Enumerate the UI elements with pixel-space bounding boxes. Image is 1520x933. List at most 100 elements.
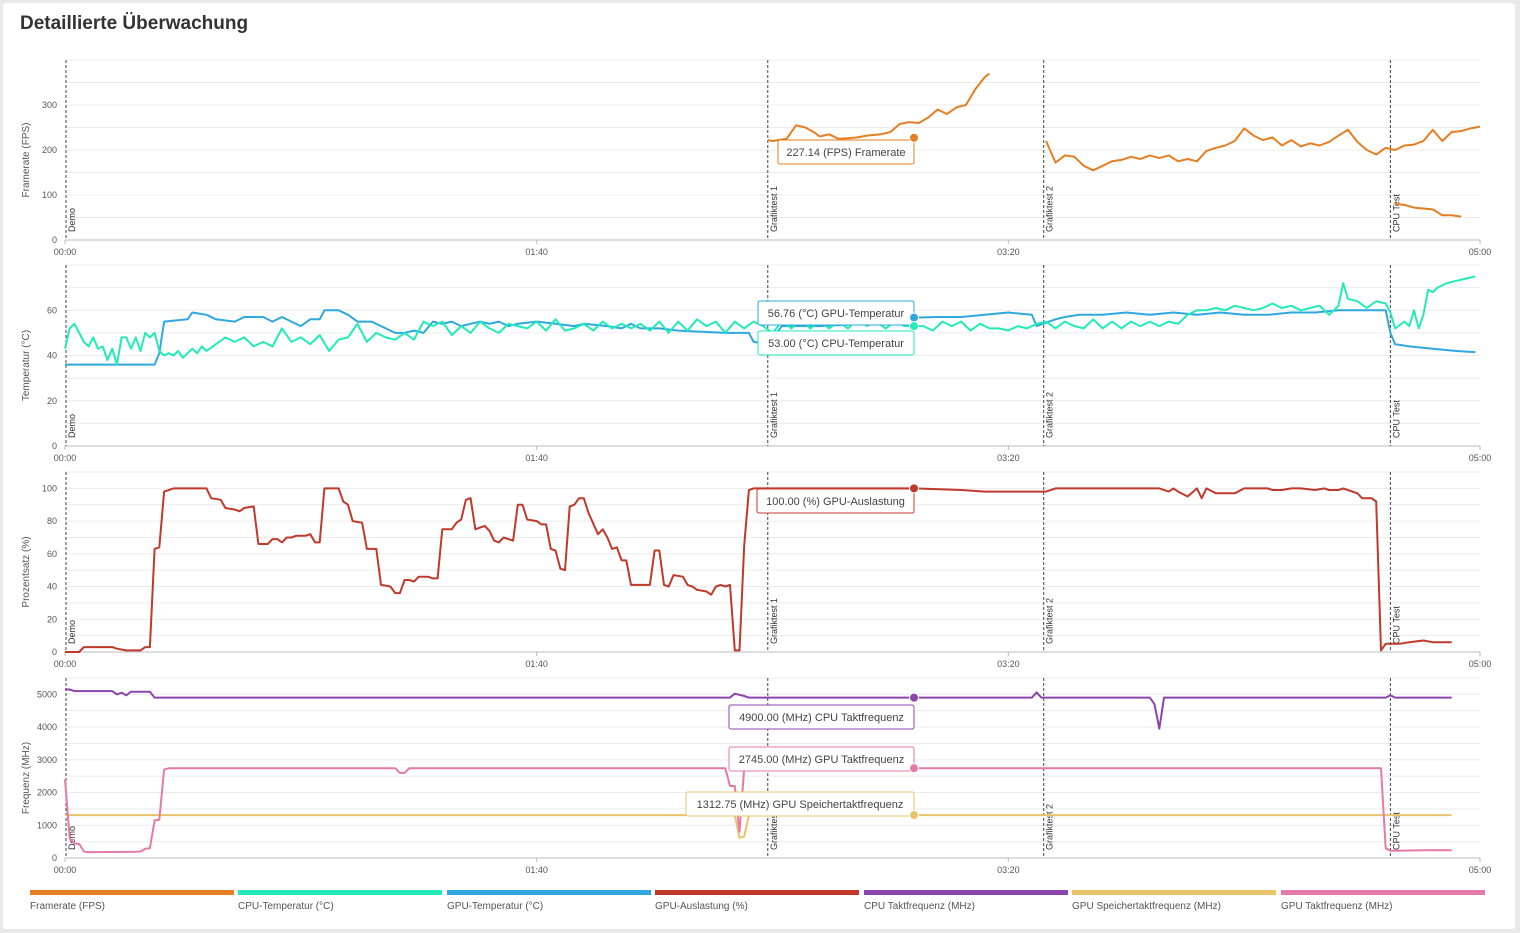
section-marker-label: CPU Test [1391, 400, 1401, 438]
hover-point [909, 312, 919, 323]
y-axis-label: Framerate (FPS) [21, 122, 32, 197]
legend-item-cpu-temperature[interactable]: CPU-Temperatur (°C) [238, 890, 442, 920]
x-tick-label: 03:20 [997, 865, 1020, 875]
section-marker-label: Demo [67, 414, 77, 438]
y-tick-label: 0 [52, 647, 57, 657]
y-tick-label: 5000 [37, 689, 57, 699]
section-marker-label: Grafiktest 1 [769, 186, 779, 232]
y-tick-label: 1000 [37, 820, 57, 830]
y-tick-label: 4000 [37, 722, 57, 732]
x-tick-label: 05:00 [1469, 865, 1492, 875]
y-tick-label: 3000 [37, 755, 57, 765]
tooltip-text: 2745.00 (MHz) GPU Taktfrequenz [739, 754, 904, 766]
series-line [64, 767, 1452, 854]
y-tick-label: 40 [47, 351, 57, 361]
section-marker-label: Demo [67, 826, 77, 850]
section-marker-label: Demo [67, 208, 77, 232]
legend-item-gpu-memory-clock[interactable]: GPU Speichertaktfrequenz (MHz) [1072, 890, 1276, 920]
y-tick-label: 200 [42, 145, 57, 155]
legend-label: GPU Speichertaktfrequenz (MHz) [1072, 901, 1221, 912]
x-tick-label: 01:40 [525, 659, 548, 669]
legend-label: GPU Taktfrequenz (MHz) [1281, 901, 1393, 912]
tooltip-box [777, 139, 915, 165]
section-marker-label: Grafiktest 1 [769, 392, 779, 438]
tooltip-text: 4900.00 (MHz) CPU Taktfrequenz [739, 712, 904, 724]
legend-label: Framerate (FPS) [30, 901, 106, 912]
section-marker-label: Grafiktest 2 [1045, 186, 1055, 232]
y-tick-label: 60 [47, 305, 57, 315]
legend-swatch [1072, 890, 1276, 895]
section-marker-label: CPU Test [1391, 194, 1401, 232]
legend-item-framerate[interactable]: Framerate (FPS) [30, 890, 234, 920]
x-tick-label: 05:00 [1469, 247, 1492, 257]
monitoring-card [3, 3, 1515, 929]
hover-point [909, 132, 919, 143]
hover-point [909, 483, 919, 494]
series-line [64, 275, 1476, 366]
y-tick-label: 2000 [37, 788, 57, 798]
legend-item-cpu-clock[interactable]: CPU Taktfrequenz (MHz) [864, 890, 1068, 920]
y-tick-label: 100 [42, 190, 57, 200]
hover-point [909, 810, 919, 821]
section-marker-label: Grafiktest 1 [769, 804, 779, 850]
tooltip-box [685, 791, 915, 817]
section-marker-label: Grafiktest 2 [1045, 598, 1055, 644]
x-tick-label: 00:00 [54, 453, 77, 463]
y-axis-label: Frequenz (MHz) [21, 742, 32, 814]
x-tick-label: 03:20 [997, 453, 1020, 463]
y-tick-label: 0 [52, 441, 57, 451]
chart-panel-2: 0 20 40 60 00:00 01:40 03:20 05:00 Temperatur (°… [21, 264, 1492, 463]
tooltip-box [728, 704, 915, 730]
section-marker-label: Grafiktest 2 [1045, 392, 1055, 438]
y-tick-label: 300 [42, 100, 57, 110]
legend-item-gpu-temperature[interactable]: GPU-Temperatur (°C) [447, 890, 651, 920]
x-tick-label: 01:40 [525, 247, 548, 257]
series-line [65, 487, 1452, 653]
legend-item-gpu-clock[interactable]: GPU Taktfrequenz (MHz) [1281, 890, 1485, 920]
x-tick-label: 03:20 [997, 659, 1020, 669]
x-tick-label: 05:00 [1469, 659, 1492, 669]
legend-swatch [655, 890, 859, 895]
tooltip-box [757, 330, 915, 356]
section-marker-label: CPU Test [1391, 606, 1401, 644]
hover-point [909, 763, 919, 774]
hover-point [909, 692, 919, 703]
section-marker-label: Grafiktest 2 [1045, 804, 1055, 850]
legend-label: CPU Taktfrequenz (MHz) [864, 901, 975, 912]
y-tick-label: 20 [47, 614, 57, 624]
x-tick-label: 01:40 [525, 453, 548, 463]
y-tick-label: 20 [47, 396, 57, 406]
section-marker-label: Grafiktest 1 [769, 598, 779, 644]
series-line [65, 688, 1452, 730]
y-tick-label: 40 [47, 582, 57, 592]
tooltip-box [728, 746, 915, 772]
legend-swatch [238, 890, 442, 895]
tooltip-text: 1312.75 (MHz) GPU Speichertaktfrequenz [697, 799, 904, 811]
y-axis-label: Temperatur (°C) [21, 330, 32, 401]
y-axis-label: Prozentsatz (%) [21, 536, 32, 607]
x-tick-label: 00:00 [54, 247, 77, 257]
legend-label: CPU-Temperatur (°C) [238, 901, 334, 912]
x-tick-label: 00:00 [54, 659, 77, 669]
series-line [767, 72, 1481, 218]
section-marker-label: Demo [67, 620, 77, 644]
tooltip-text: 53.00 (°C) CPU-Temperatur [768, 338, 904, 350]
chart-panel-1: 0 100 200 300 00:00 01:40 03:20 05:00 Framerate … [21, 59, 1492, 257]
y-tick-label: 0 [52, 235, 57, 245]
x-tick-label: 05:00 [1469, 453, 1492, 463]
tooltip-box [756, 488, 915, 514]
x-tick-label: 00:00 [54, 865, 77, 875]
tooltip-text: 227.14 (FPS) Framerate [786, 147, 905, 159]
y-tick-label: 0 [52, 853, 57, 863]
legend-item-gpu-utilization[interactable]: GPU-Auslastung (%) [655, 890, 859, 920]
series-line [65, 814, 1452, 839]
legend-swatch [30, 890, 234, 895]
tooltip-text: 56.76 (°C) GPU-Temperatur [768, 308, 905, 320]
chart-panel-3: 0 20 40 60 80 100 00:00 01:40 03:20 05:00 Prozents… [21, 471, 1492, 669]
legend-label: GPU-Auslastung (%) [655, 901, 748, 912]
hover-point [909, 321, 919, 332]
legend-swatch [447, 890, 651, 895]
y-tick-label: 100 [42, 483, 57, 493]
